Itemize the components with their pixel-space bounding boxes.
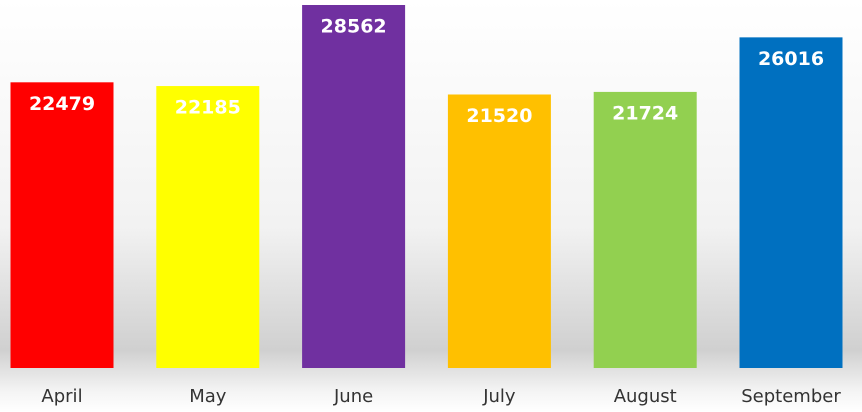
bar <box>10 82 114 368</box>
value-label: 22185 <box>175 97 241 119</box>
x-tick-label: September <box>741 386 841 407</box>
value-label: 28562 <box>321 16 387 38</box>
bar <box>156 86 260 368</box>
bar <box>593 91 697 369</box>
bar <box>302 5 406 368</box>
value-label: 21520 <box>466 105 532 127</box>
x-tick-label: June <box>333 386 373 407</box>
x-tick-label: April <box>41 386 82 407</box>
bar <box>739 37 843 369</box>
bar <box>447 94 551 369</box>
x-tick-label: August <box>614 386 677 407</box>
value-label: 22479 <box>29 93 95 115</box>
x-tick-label: July <box>482 386 516 407</box>
value-label: 26016 <box>758 48 824 70</box>
x-tick-label: May <box>189 386 227 407</box>
value-label: 21724 <box>612 102 678 124</box>
